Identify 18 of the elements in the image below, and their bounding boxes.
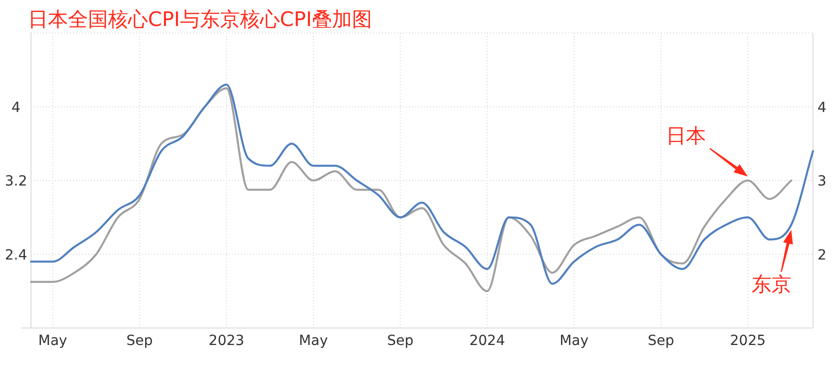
x-tick-label: 2023	[208, 333, 244, 349]
x-tick-label: May	[298, 333, 328, 349]
y-tick-label: 3.2	[4, 174, 28, 190]
text: 日本	[666, 124, 706, 148]
y-tick-label: 4	[12, 100, 21, 116]
y2-tick-label: 4	[818, 100, 827, 116]
x-tick-label: Sep	[387, 333, 414, 349]
y2-tick-label: 2	[818, 247, 826, 264]
x-tick-label: Sep	[648, 333, 674, 349]
y-tick-label: 2.4	[4, 247, 28, 264]
x-tick-label: May	[560, 333, 589, 349]
y2-tick-label: 3	[818, 174, 826, 190]
x-tick-label: 2024	[469, 333, 506, 349]
x-tick-label: May	[38, 333, 68, 349]
chart-title: 日本全国核心CPI与东京核心CPI叠加图	[28, 7, 372, 31]
x-tick-label: 2025	[730, 333, 766, 349]
series-label: 东京	[751, 272, 792, 296]
x-tick-label: Sep	[126, 333, 153, 349]
